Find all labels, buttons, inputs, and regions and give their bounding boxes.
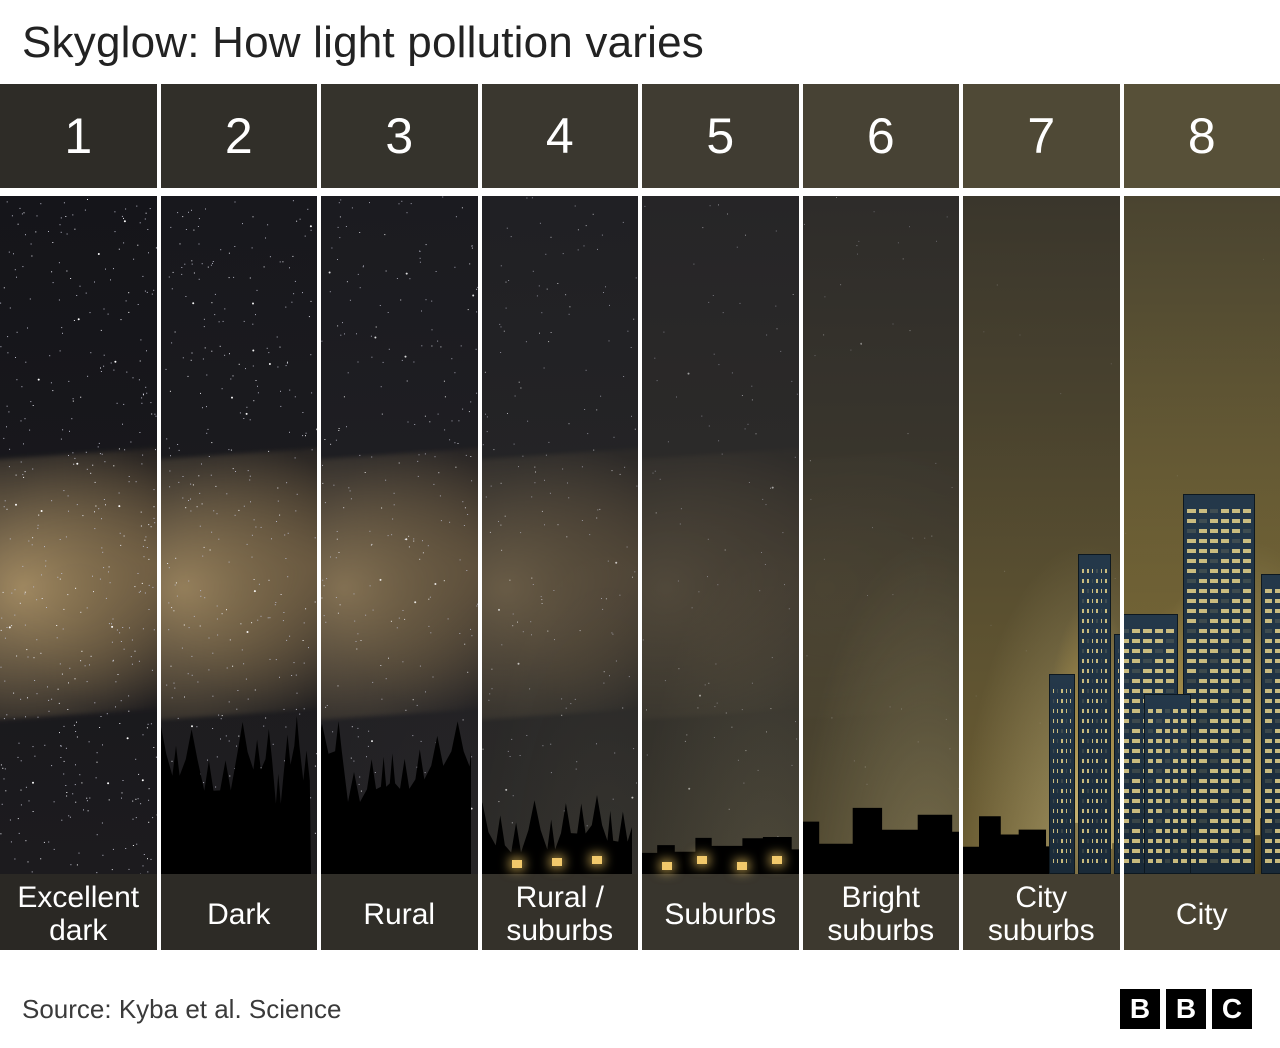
panel-header: 3 xyxy=(321,84,478,192)
buildings-silhouette xyxy=(642,694,802,874)
panel-label: Excellent dark xyxy=(17,881,139,947)
trees-silhouette xyxy=(321,694,471,874)
panel-number: 4 xyxy=(546,107,574,165)
bbc-logo-block: C xyxy=(1212,989,1252,1029)
panel-foreground xyxy=(642,694,799,874)
skyglow-chart: 1 Excellent dark 2 Dark 3 Rural 4 Rural / subur… xyxy=(0,82,1280,952)
house-light xyxy=(772,856,782,864)
trees-silhouette xyxy=(161,694,311,874)
panel-label-bar: Excellent dark xyxy=(0,874,157,950)
source-text: Source: Kyba et al. Science xyxy=(22,994,341,1025)
panel-number: 8 xyxy=(1188,107,1216,165)
panel-number: 6 xyxy=(867,107,895,165)
panel-number: 5 xyxy=(706,107,734,165)
panel-number: 1 xyxy=(64,107,92,165)
city-skyline-lit xyxy=(1124,454,1280,874)
panel-label-bar: Rural / suburbs xyxy=(482,874,639,950)
skyscraper xyxy=(1114,634,1123,874)
panel-header: 7 xyxy=(963,84,1120,192)
panel-label: Dark xyxy=(207,898,270,931)
bbc-logo-block: B xyxy=(1166,989,1206,1029)
house-light xyxy=(512,860,522,868)
skyscraper xyxy=(1261,574,1280,874)
panel-label-bar: City xyxy=(1124,874,1280,950)
panel-label: City suburbs xyxy=(988,881,1095,947)
panel-header: 2 xyxy=(161,84,318,192)
panel-foreground xyxy=(321,694,478,874)
panel-number: 3 xyxy=(385,107,413,165)
house-light xyxy=(552,858,562,866)
scale-panel-7: 7 City suburbs xyxy=(963,84,1124,950)
panel-label: Rural / suburbs xyxy=(506,881,613,947)
skyscraper xyxy=(1078,554,1111,874)
panel-foreground xyxy=(803,694,960,874)
scale-panel-3: 3 Rural xyxy=(321,84,482,950)
panel-number: 7 xyxy=(1027,107,1055,165)
panel-label-bar: City suburbs xyxy=(963,874,1120,950)
panel-header: 8 xyxy=(1124,84,1280,192)
footer: Source: Kyba et al. Science BBC xyxy=(0,970,1280,1048)
panel-label: Rural xyxy=(363,898,435,931)
page-title: Skyglow: How light pollution varies xyxy=(0,0,1280,82)
panel-label-bar: Dark xyxy=(161,874,318,950)
panel-label-bar: Rural xyxy=(321,874,478,950)
panel-header: 5 xyxy=(642,84,799,192)
trees-silhouette xyxy=(482,694,632,874)
scale-panel-1: 1 Excellent dark xyxy=(0,84,161,950)
buildings-silhouette xyxy=(803,694,963,874)
panel-header: 4 xyxy=(482,84,639,192)
house-light xyxy=(592,856,602,864)
panel-label-bar: Suburbs xyxy=(642,874,799,950)
bbc-logo-block: B xyxy=(1120,989,1160,1029)
house-light xyxy=(737,862,747,870)
panel-foreground xyxy=(482,694,639,874)
panel-label: Bright suburbs xyxy=(827,881,934,947)
scale-panel-2: 2 Dark xyxy=(161,84,322,950)
skyscraper xyxy=(1144,694,1191,874)
infographic-container: Skyglow: How light pollution varies 1 Exc… xyxy=(0,0,1280,1048)
panel-label: City xyxy=(1176,898,1228,931)
scale-panel-5: 5 Suburbs xyxy=(642,84,803,950)
panel-label: Suburbs xyxy=(664,898,776,931)
house-light xyxy=(662,862,672,870)
skyscraper xyxy=(1049,674,1075,874)
scale-panel-6: 6 Bright suburbs xyxy=(803,84,964,950)
panel-foreground xyxy=(0,694,157,874)
city-skyline-lit xyxy=(1049,454,1123,874)
scale-panel-4: 4 Rural / suburbs xyxy=(482,84,643,950)
house-light xyxy=(697,856,707,864)
panel-foreground xyxy=(161,694,318,874)
scale-panel-8: 8 City xyxy=(1124,84,1280,950)
skyscraper xyxy=(1183,494,1255,874)
panel-header: 1 xyxy=(0,84,157,192)
bbc-logo: BBC xyxy=(1120,989,1252,1029)
panel-header: 6 xyxy=(803,84,960,192)
panel-label-bar: Bright suburbs xyxy=(803,874,960,950)
panel-number: 2 xyxy=(225,107,253,165)
